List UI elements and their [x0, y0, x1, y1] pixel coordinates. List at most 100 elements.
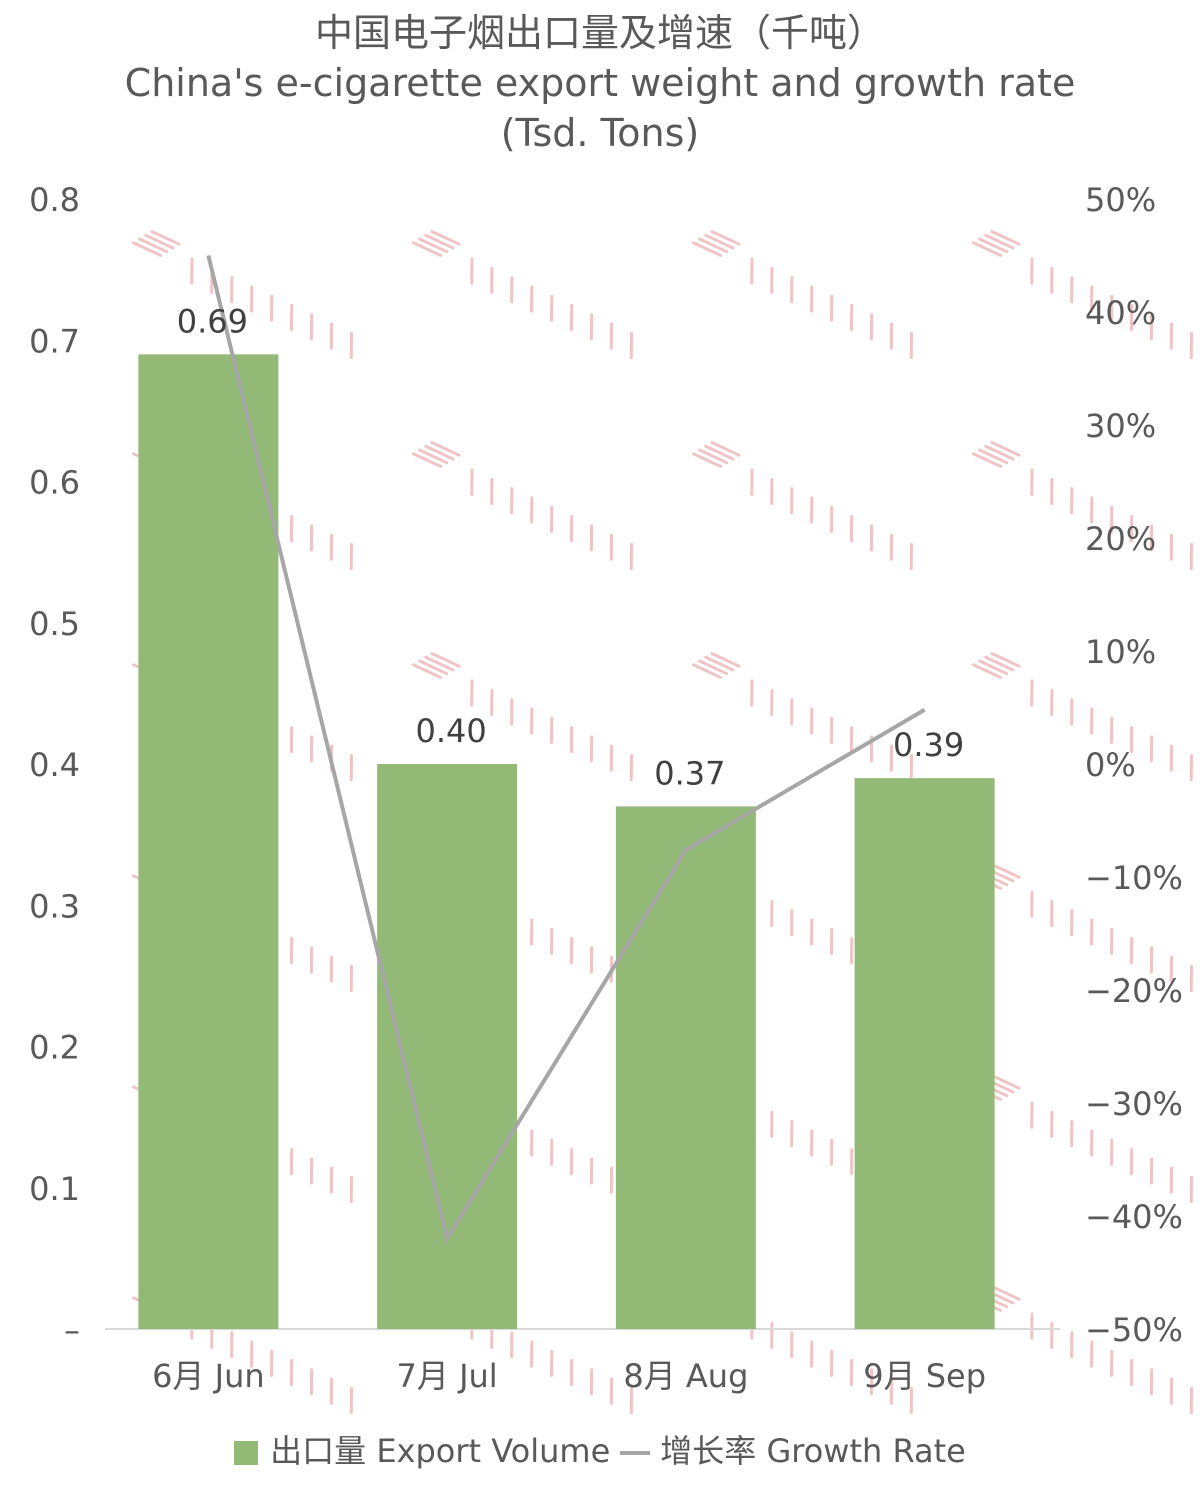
- watermark-stroke: [710, 652, 741, 668]
- right-tick-label: 10%: [1085, 633, 1156, 671]
- bar-2: [615, 806, 756, 1329]
- watermark-stroke: [710, 441, 741, 457]
- watermark-stroke: [470, 468, 474, 496]
- watermark-stroke: [309, 524, 314, 552]
- watermark-stroke: [329, 322, 334, 350]
- watermark-stroke: [971, 241, 1003, 257]
- watermark-stroke: [609, 1377, 614, 1405]
- watermark-stroke: [1090, 285, 1094, 313]
- watermark-stroke: [424, 233, 455, 250]
- watermark-stroke: [710, 230, 741, 246]
- watermark-stroke: [1110, 505, 1114, 533]
- watermark-stroke: [1050, 1321, 1054, 1350]
- watermark-stroke: [1110, 1349, 1114, 1377]
- watermark-stroke: [1070, 1120, 1074, 1148]
- watermark-stroke: [770, 688, 774, 717]
- watermark-stroke: [609, 1166, 614, 1194]
- watermark-stroke: [1030, 679, 1034, 707]
- watermark-logo: [691, 230, 913, 360]
- watermark-stroke: [990, 441, 1021, 457]
- watermark-stroke: [550, 1138, 554, 1166]
- watermark-logo: [971, 230, 1193, 360]
- watermark-stroke: [569, 1148, 574, 1176]
- watermark-stroke: [349, 542, 353, 571]
- watermark-stroke: [830, 716, 834, 744]
- watermark-stroke: [309, 735, 314, 763]
- watermark-stroke: [1169, 322, 1174, 350]
- watermark-stroke: [984, 233, 1015, 250]
- watermark-stroke: [418, 659, 449, 676]
- watermark-stroke: [790, 487, 794, 515]
- watermark-stroke: [550, 1349, 554, 1377]
- watermark-logo: [971, 652, 1193, 782]
- watermark-stroke: [490, 688, 494, 717]
- watermark-stroke: [1090, 1340, 1094, 1368]
- watermark-stroke: [750, 257, 754, 285]
- watermark-stroke: [990, 1285, 1021, 1301]
- watermark-stroke: [550, 716, 554, 744]
- watermark-stroke: [830, 927, 834, 955]
- watermark-stroke: [790, 909, 794, 937]
- watermark-stroke: [1149, 735, 1154, 763]
- watermark-stroke: [691, 452, 723, 468]
- watermark-stroke: [750, 468, 754, 496]
- watermark-stroke: [1129, 1148, 1134, 1176]
- watermark-stroke: [1129, 1359, 1134, 1387]
- watermark-stroke: [770, 1321, 774, 1350]
- watermark-stroke: [704, 233, 735, 250]
- watermark-stroke: [329, 1166, 334, 1194]
- watermark-stroke: [990, 1074, 1021, 1090]
- watermark-logo: [411, 441, 633, 571]
- right-tick-label: −10%: [1085, 859, 1183, 897]
- watermark-stroke: [849, 937, 854, 965]
- watermark-stroke: [698, 237, 729, 254]
- watermark-stroke: [909, 1386, 913, 1415]
- watermark-stroke: [289, 515, 294, 543]
- watermark-stroke: [1129, 726, 1134, 754]
- watermark-stroke: [1050, 477, 1054, 506]
- watermark-stroke: [190, 257, 194, 285]
- watermark-stroke: [530, 496, 534, 524]
- watermark-stroke: [750, 679, 754, 707]
- watermark-stroke: [309, 1157, 314, 1185]
- watermark-stroke: [550, 505, 554, 533]
- watermark-stroke: [1090, 1129, 1094, 1157]
- x-tick-label: 6月 Jun: [152, 1357, 265, 1395]
- watermark-logo: [691, 441, 913, 571]
- watermark-stroke: [1110, 927, 1114, 955]
- watermark-stroke: [691, 241, 723, 257]
- watermark-stroke: [589, 946, 594, 974]
- right-tick-label: 50%: [1085, 181, 1156, 219]
- title-cn: 中国电子烟出口量及增速（千吨）: [314, 11, 885, 55]
- watermark-stroke: [971, 452, 1003, 468]
- watermark-stroke: [490, 477, 494, 506]
- watermark-stroke: [349, 964, 353, 993]
- watermark-stroke: [530, 285, 534, 313]
- right-tick-label: −50%: [1085, 1311, 1183, 1349]
- x-tick-label: 8月 Aug: [623, 1357, 748, 1395]
- watermark-stroke: [411, 241, 443, 257]
- watermark-stroke: [1149, 313, 1154, 341]
- watermark-stroke: [810, 707, 814, 735]
- watermark-stroke: [971, 663, 1003, 679]
- bar-0: [138, 354, 279, 1329]
- watermark-logo: [411, 230, 633, 360]
- watermark-stroke: [1070, 909, 1074, 937]
- watermark-stroke: [1189, 542, 1193, 571]
- watermark-stroke: [289, 1148, 294, 1176]
- watermark-stroke: [349, 331, 353, 360]
- watermark-stroke: [978, 448, 1009, 465]
- watermark-stroke: [629, 753, 633, 782]
- watermark-stroke: [609, 744, 614, 772]
- watermark-stroke: [411, 452, 443, 468]
- watermark-stroke: [698, 659, 729, 676]
- watermark-stroke: [589, 1157, 594, 1185]
- x-tick-label: 7月 Jul: [397, 1357, 498, 1395]
- left-tick-label: 0.7: [29, 322, 80, 360]
- watermark-stroke: [1169, 1166, 1174, 1194]
- watermark-stroke: [510, 1331, 514, 1359]
- watermark-stroke: [830, 1349, 834, 1377]
- watermark-stroke: [430, 230, 461, 246]
- watermark-stroke: [424, 655, 455, 672]
